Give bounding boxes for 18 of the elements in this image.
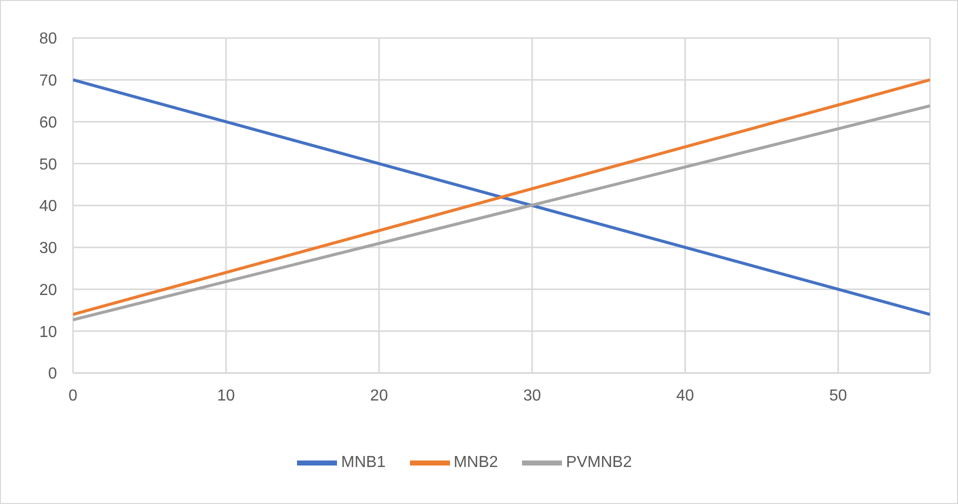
x-tick-label: 40 xyxy=(676,387,694,404)
y-tick-label: 40 xyxy=(39,198,58,216)
legend-label: MNB2 xyxy=(454,454,498,472)
x-tick-label: 50 xyxy=(829,387,848,404)
y-tick-label: 20 xyxy=(39,282,58,299)
y-tick-label: 80 xyxy=(39,30,58,48)
y-tick-label: 60 xyxy=(39,114,58,132)
x-tick-label: 30 xyxy=(523,387,542,404)
y-tick-label: 50 xyxy=(39,156,58,174)
x-tick-label: 0 xyxy=(68,387,78,404)
x-tick-label: 10 xyxy=(217,387,236,404)
y-tick-label: 30 xyxy=(39,240,58,258)
y-tick-label: 10 xyxy=(39,324,58,341)
x-tick-label: 20 xyxy=(370,387,388,404)
y-tick-label: 70 xyxy=(39,72,58,90)
legend-label: MNB1 xyxy=(341,454,386,472)
legend-label: PVMNB2 xyxy=(566,454,632,472)
y-tick-label: 0 xyxy=(48,366,58,383)
